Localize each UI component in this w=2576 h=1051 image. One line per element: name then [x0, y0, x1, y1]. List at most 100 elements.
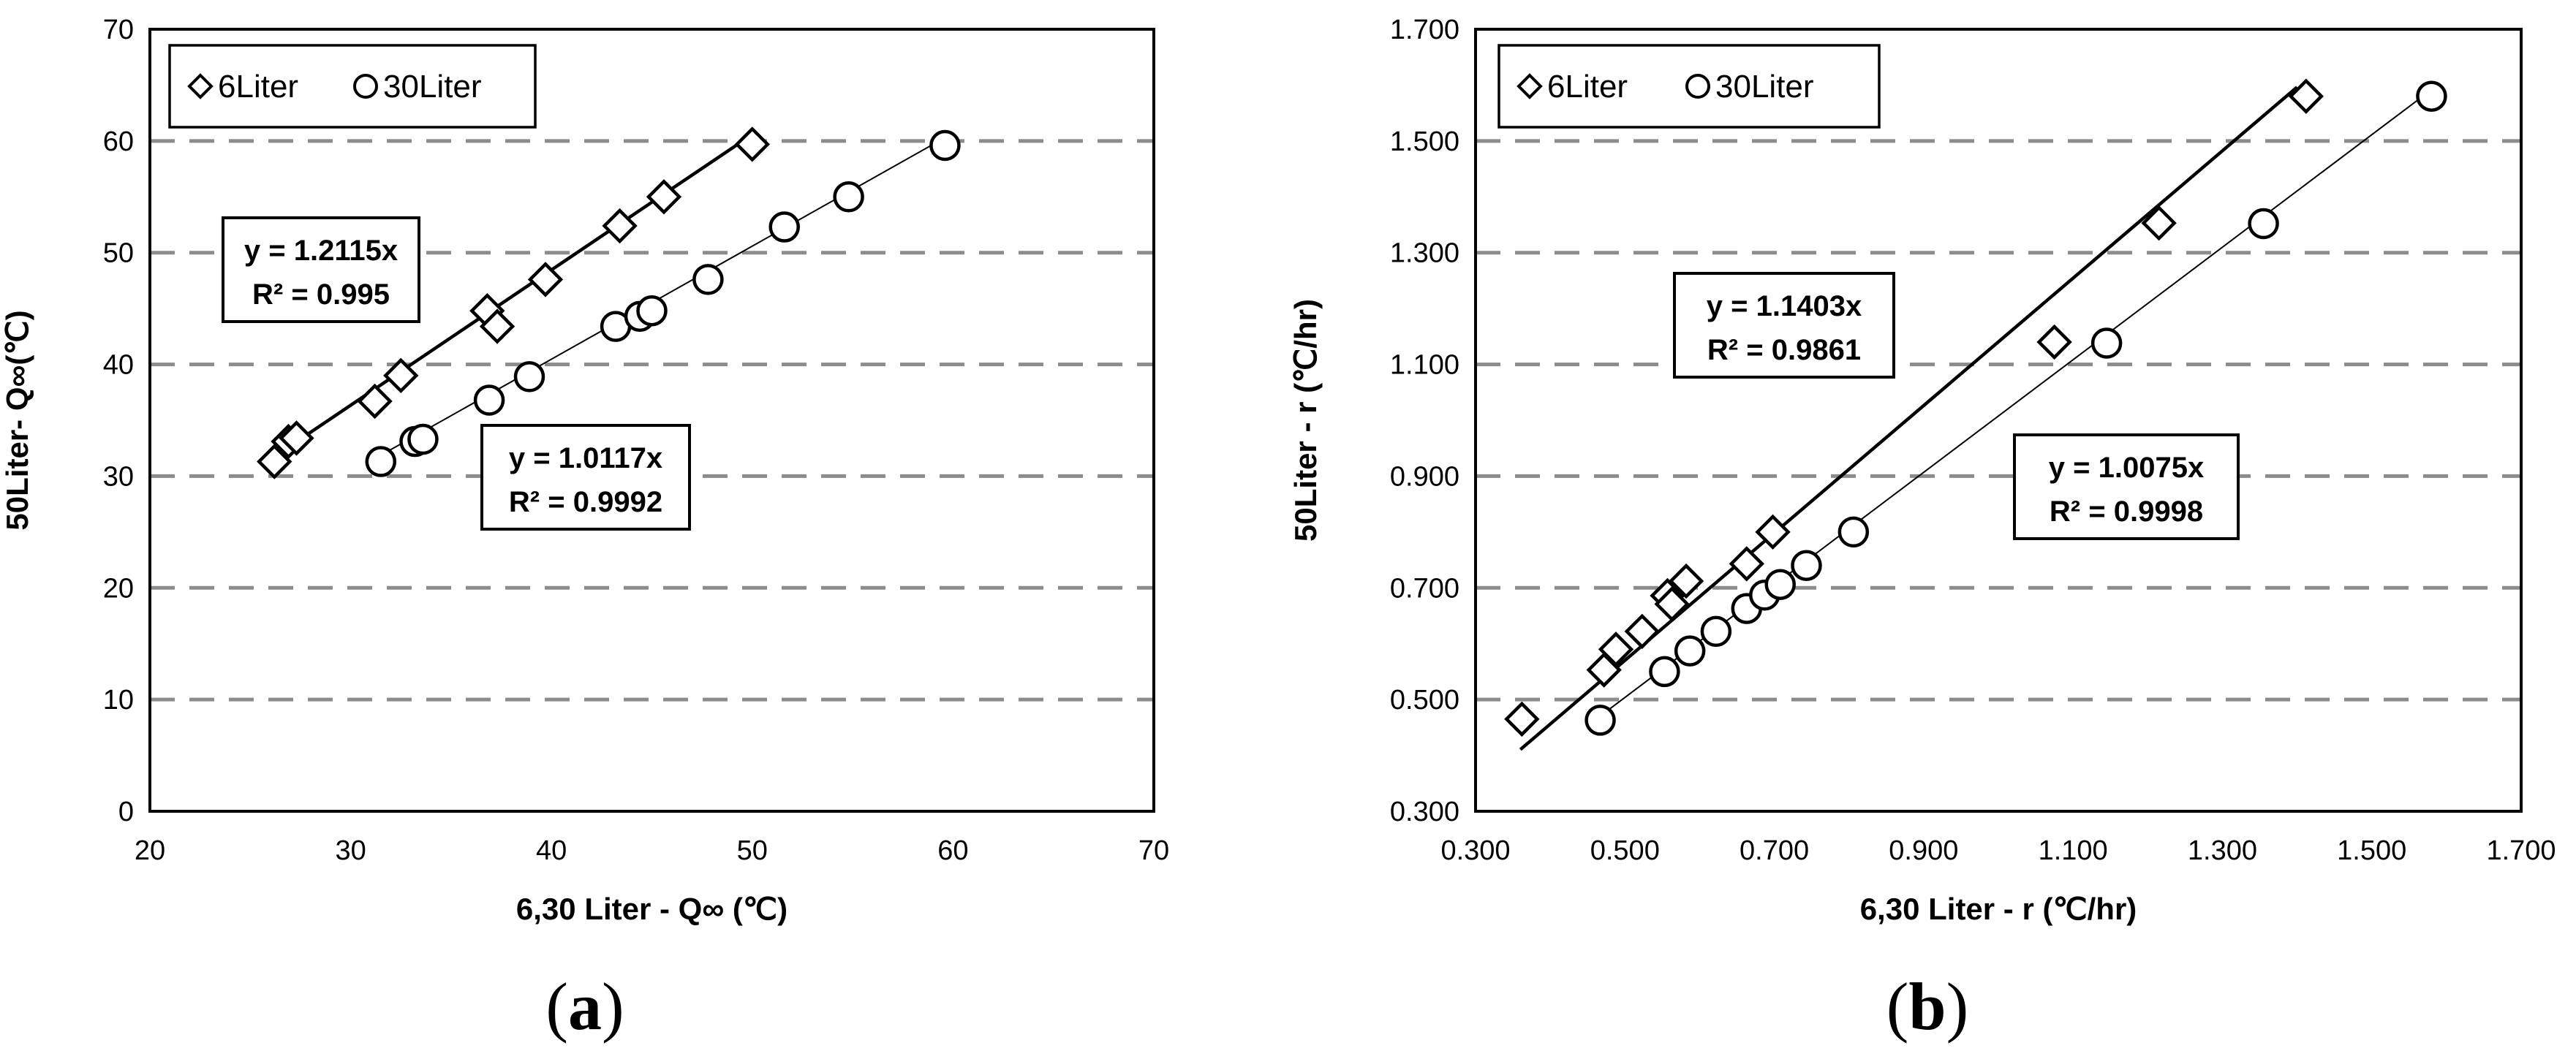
data-point-30liter — [1837, 516, 1870, 548]
x-tick-label: 1.100 — [2039, 835, 2108, 866]
x-tick-label: 50 — [737, 835, 768, 866]
r-squared-text-6liter: R² = 0.9861 — [1707, 334, 1861, 366]
data-point-30liter — [2090, 327, 2123, 359]
legend-marker-diamond — [187, 73, 214, 99]
y-tick-label: 70 — [103, 15, 134, 45]
legend-marker-circle — [353, 74, 378, 99]
y-tick-label: 0.500 — [1390, 685, 1459, 716]
data-point-6liter — [1729, 546, 1764, 582]
equation-text-30liter: y = 1.0075x — [2049, 452, 2204, 484]
data-point-6liter — [2036, 324, 2072, 360]
y-tick-label: 40 — [103, 350, 134, 381]
y-tick-label: 1.500 — [1390, 126, 1459, 157]
x-tick-label: 1.300 — [2188, 835, 2257, 866]
data-point-6liter — [1654, 586, 1690, 622]
equation-box-6liter — [1673, 272, 1895, 379]
data-point-30liter — [1791, 550, 1822, 581]
data-point-6liter — [527, 262, 564, 297]
x-tick-label: 0.900 — [1889, 835, 1958, 866]
data-point-6liter — [1668, 563, 1704, 599]
y-tick-label: 0 — [118, 797, 134, 827]
data-point-6liter — [734, 126, 770, 162]
x-tick-label: 30 — [335, 835, 366, 866]
y-tick-label: 1.700 — [1390, 15, 1459, 45]
x-tick-label: 40 — [536, 835, 567, 866]
data-point-30liter — [407, 423, 439, 455]
panel-label: (a) — [545, 969, 624, 1044]
data-point-6liter — [1504, 701, 1540, 737]
y-tick-label: 30 — [103, 461, 134, 492]
trendline-6liter — [1519, 86, 2299, 751]
y-tick-label: 10 — [103, 685, 134, 716]
data-point-30liter — [473, 384, 505, 416]
legend-label-30liter: 30Liter — [1715, 69, 1814, 105]
y-axis-title: 50Liter- Q∞(℃) — [0, 310, 34, 530]
x-tick-label: 1.500 — [2337, 835, 2406, 866]
data-point-30liter — [692, 264, 724, 295]
y-tick-label: 0.900 — [1390, 461, 1459, 492]
y-tick-label: 50 — [103, 238, 134, 269]
data-point-6liter — [602, 208, 638, 244]
data-point-30liter — [1584, 705, 1616, 736]
data-point-6liter — [1755, 514, 1791, 550]
data-point-30liter — [1764, 569, 1796, 600]
data-point-6liter — [357, 383, 393, 420]
panel-label: (b) — [1886, 969, 1968, 1044]
y-tick-label: 60 — [103, 126, 134, 157]
equation-text-6liter: y = 1.1403x — [1707, 290, 1862, 322]
data-point-6liter — [1598, 631, 1634, 667]
equation-text-6liter: y = 1.2115x — [244, 235, 398, 267]
legend-marker-circle — [1685, 74, 1710, 99]
data-point-30liter — [768, 211, 800, 243]
y-tick-label: 1.300 — [1390, 238, 1459, 269]
legend-label-30liter: 30Liter — [383, 69, 482, 105]
data-point-30liter — [1674, 635, 1706, 667]
data-point-30liter — [929, 129, 961, 162]
x-axis-title: 6,30 Liter - r (℃/hr) — [1860, 892, 2137, 926]
data-point-6liter — [2288, 78, 2324, 114]
y-tick-label: 0.300 — [1390, 797, 1459, 827]
plot-area-frame — [1474, 28, 2523, 813]
x-axis-title: 6,30 Liter - Q∞ (℃) — [516, 892, 787, 926]
x-tick-label: 60 — [937, 835, 968, 866]
plot-area-frame — [148, 28, 1155, 813]
x-tick-label: 0.300 — [1440, 835, 1510, 866]
y-axis-title: 50Liter - r (℃/hr) — [1288, 299, 1323, 542]
x-tick-label: 0.500 — [1590, 835, 1660, 866]
data-point-6liter — [279, 420, 314, 456]
legend-label-6liter: 6Liter — [1547, 69, 1628, 105]
r-squared-text-6liter: R² = 0.995 — [252, 278, 390, 311]
data-point-30liter — [2416, 80, 2447, 112]
x-tick-label: 0.700 — [1740, 835, 1809, 866]
data-point-30liter — [2248, 208, 2279, 240]
x-tick-label: 20 — [135, 835, 165, 866]
legend-box — [168, 44, 537, 129]
r-squared-text-30liter: R² = 0.9998 — [2050, 496, 2203, 528]
y-tick-label: 1.100 — [1390, 350, 1459, 381]
data-point-30liter — [833, 181, 864, 213]
data-point-6liter — [646, 179, 682, 215]
equation-box-6liter — [222, 216, 420, 323]
data-point-6liter — [2141, 205, 2177, 241]
y-tick-label: 0.700 — [1390, 573, 1459, 604]
equation-text-30liter: y = 1.0117x — [509, 442, 662, 474]
data-point-6liter — [257, 444, 292, 479]
panel-b-chart: 0.300 0.500 0.700 0.900 1.100 1.300 1.500 1.700… — [1288, 15, 2556, 1044]
data-point-30liter — [365, 446, 397, 477]
legend-label-6liter: 6Liter — [218, 69, 298, 105]
equation-box-30liter — [480, 424, 691, 531]
y-tick-label: 20 — [103, 573, 134, 604]
x-tick-label: 70 — [1138, 835, 1169, 866]
data-point-30liter — [1700, 615, 1732, 648]
data-point-30liter — [636, 295, 668, 327]
x-tick-label: 1.700 — [2486, 835, 2556, 866]
data-point-6liter — [479, 308, 515, 344]
data-point-6liter — [1624, 613, 1660, 650]
r-squared-text-30liter: R² = 0.9992 — [509, 486, 662, 518]
data-point-30liter — [513, 361, 545, 392]
equation-box-30liter — [2013, 433, 2240, 540]
legend-marker-diamond — [1516, 73, 1543, 99]
data-point-6liter — [383, 357, 419, 394]
panel-a-chart: 0 10 20 30 40 50 60 70 20 30 40 50 60 70 6Liter 30Liter… — [0, 15, 1169, 1044]
